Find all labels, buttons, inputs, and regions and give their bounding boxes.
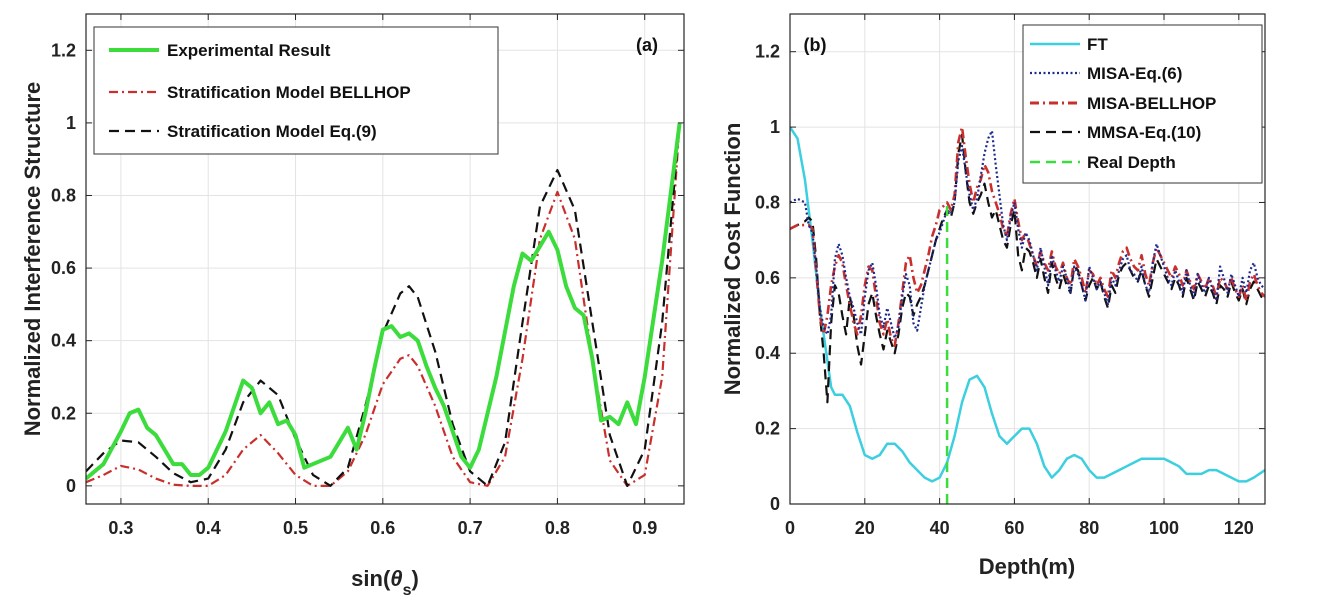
legend-label-mmsa: MMSA-Eq.(10) [1087, 123, 1201, 142]
x-tick-label: 120 [1224, 518, 1254, 538]
panel-b-tag: (b) [804, 35, 827, 55]
panel-b-lines [790, 125, 1265, 504]
panel-b-y-axis-label: Normalized Cost Function [720, 123, 745, 396]
xlabel-theta: θ [390, 566, 402, 591]
y-tick-label: 0.2 [755, 419, 780, 439]
x-tick-label: 40 [930, 518, 950, 538]
x-tick-label: 0.6 [370, 518, 395, 538]
x-tick-label: 0.5 [283, 518, 308, 538]
series-line-stratification-model-bellhop [86, 122, 681, 487]
y-tick-label: 0.4 [51, 331, 76, 351]
y-tick-label: 0.2 [51, 403, 76, 423]
legend-label-eq9: Stratification Model Eq.(9) [167, 122, 377, 141]
y-tick-label: 1 [770, 117, 780, 137]
x-tick-label: 80 [1079, 518, 1099, 538]
y-tick-label: 0.8 [51, 185, 76, 205]
x-tick-label: 0 [785, 518, 795, 538]
series-line-ft [790, 126, 1265, 483]
x-tick-label: 0.4 [196, 518, 221, 538]
x-tick-label: 100 [1149, 518, 1179, 538]
y-tick-label: 0.6 [755, 268, 780, 288]
y-tick-label: 1 [66, 113, 76, 133]
xlabel-close: ) [411, 566, 418, 591]
panel-b-x-ticks: 0 20 40 60 80 100 120 [785, 14, 1254, 538]
series-line-misa-eq-6 [790, 129, 1265, 340]
panel-b: 0 20 40 60 80 100 120 0 0.2 0.4 0.6 0.8 1 1.2 Depth(… [720, 13, 1266, 579]
legend-label-misa-eq6: MISA-Eq.(6) [1087, 64, 1182, 83]
x-tick-label: 20 [855, 518, 875, 538]
panel-b-y-ticks: 0 0.2 0.4 0.6 0.8 1 1.2 [755, 42, 1265, 514]
y-tick-label: 0.8 [755, 192, 780, 212]
panel-a-x-ticks: 0.3 0.4 0.5 0.6 0.7 0.8 0.9 [108, 14, 657, 538]
y-tick-label: 0 [66, 476, 76, 496]
x-tick-label: 0.3 [108, 518, 133, 538]
series-line-mmsa-eq-10 [790, 133, 1265, 404]
panel-a-legend: Experimental Result Stratification Model… [93, 26, 499, 155]
legend-label-ft: FT [1087, 35, 1108, 54]
panel-a-lines [86, 122, 682, 487]
y-tick-label: 1.2 [51, 40, 76, 60]
legend-label-real-depth: Real Depth [1087, 153, 1176, 172]
panel-b-legend: FT MISA-Eq.(6) MISA-BELLHOP MMSA-Eq.(10)… [1022, 24, 1263, 184]
legend-label-experimental: Experimental Result [167, 41, 331, 60]
x-tick-label: 0.9 [632, 518, 657, 538]
series-line-experimental-result [86, 122, 682, 481]
panel-a: 0.3 0.4 0.5 0.6 0.7 0.8 0.9 00.20.40.60.811.2 … [20, 13, 685, 596]
panel-a-y-axis-label: Normalized Interference Structure [20, 82, 45, 437]
panel-b-axes-frame [789, 13, 1266, 505]
series-group [790, 125, 1265, 504]
y-tick-label: 0.6 [51, 258, 76, 278]
series-line-misa-bellhop [790, 125, 1265, 347]
panel-a-x-axis-label: sin(θs) [351, 566, 419, 596]
series-line-stratification-model-eq-9 [86, 122, 681, 487]
panel-b-x-axis-label: Depth(m) [979, 554, 1076, 579]
xlabel-sub: s [403, 582, 412, 596]
legend-label-bellhop: Stratification Model BELLHOP [167, 83, 411, 102]
panel-a-legend-box [93, 26, 499, 155]
panel-a-y-ticks: 0 0.2 0.4 0.6 0.8 1 1.2 [51, 40, 684, 496]
panel-a-axes-frame [85, 13, 685, 505]
legend-label-misa-bellhop: MISA-BELLHOP [1087, 94, 1216, 113]
y-tick-label: 1.2 [755, 42, 780, 62]
x-tick-label: 60 [1004, 518, 1024, 538]
panel-a-tag: (a) [636, 35, 658, 55]
y-tick-label: 0.4 [755, 343, 780, 363]
xlabel-main: sin( [351, 566, 391, 591]
series-group [86, 122, 682, 487]
y-tick-label: 0 [770, 494, 780, 514]
x-tick-label: 0.7 [458, 518, 483, 538]
x-tick-label: 0.8 [545, 518, 570, 538]
